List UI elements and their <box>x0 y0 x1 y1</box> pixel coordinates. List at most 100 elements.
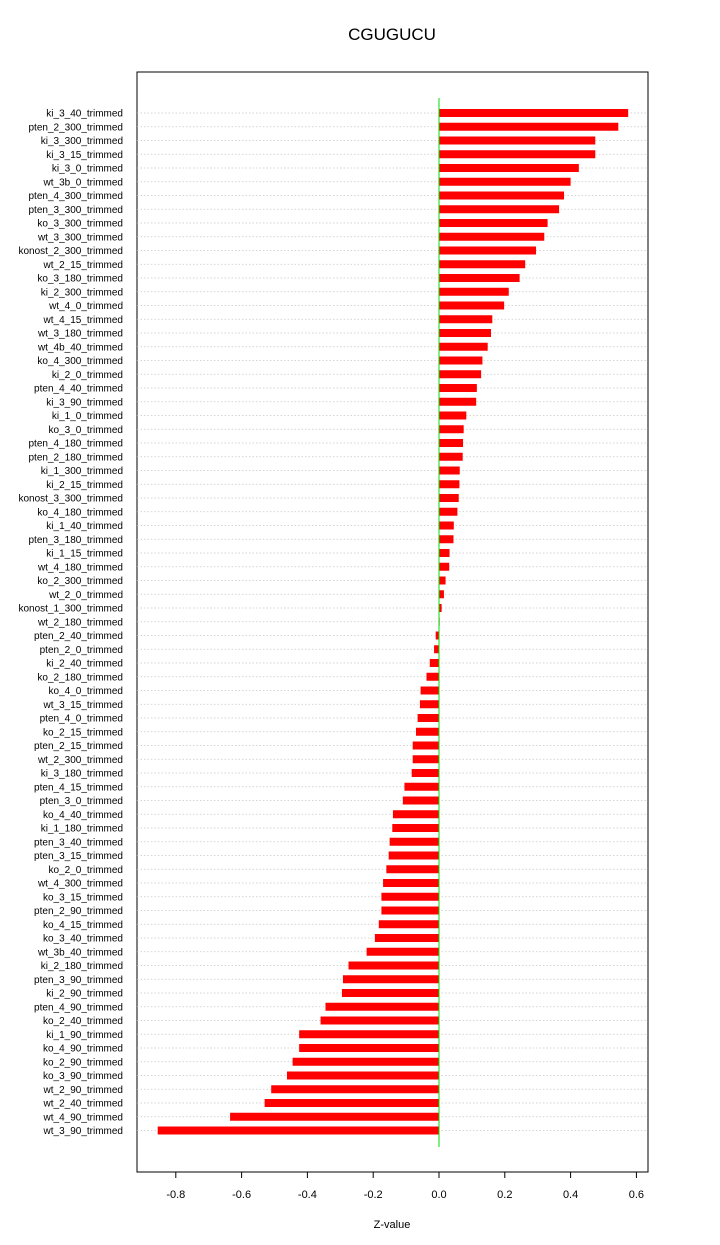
category-label: pten_3_300_trimmed <box>28 205 123 216</box>
category-label: ko_4_40_trimmed <box>43 810 123 821</box>
x-tick-label: -0.2 <box>364 1189 383 1201</box>
category-label: ki_2_90_trimmed <box>46 989 123 1000</box>
category-label: ki_3_0_trimmed <box>52 164 123 175</box>
bar-ko_4_40_trimmed <box>392 810 439 819</box>
category-label: wt_4_15_trimmed <box>43 315 123 326</box>
category-label: wt_2_90_trimmed <box>43 1085 123 1096</box>
category-label: ki_2_180_trimmed <box>41 961 123 972</box>
bar-pten_4_15_trimmed <box>404 782 439 791</box>
category-label: pten_3_90_trimmed <box>34 975 123 986</box>
bar-ki_1_0_trimmed <box>439 411 467 420</box>
bar-ki_2_300_trimmed <box>439 287 509 296</box>
category-label: ki_1_180_trimmed <box>41 824 123 835</box>
bar-ko_4_180_trimmed <box>439 507 458 516</box>
category-label: konost_3_300_trimmed <box>18 494 123 505</box>
category-label: pten_2_0_trimmed <box>40 645 123 656</box>
bar-ko_3_0_trimmed <box>439 425 464 434</box>
bar-ko_4_0_trimmed <box>420 686 439 695</box>
bar-wt_3_180_trimmed <box>439 329 491 337</box>
x-tick-label: 0.4 <box>563 1189 578 1201</box>
category-label: ki_2_40_trimmed <box>46 659 123 670</box>
category-label: ko_4_15_trimmed <box>43 920 123 931</box>
bar-pten_2_0_trimmed <box>434 645 439 654</box>
category-label: pten_2_180_trimmed <box>28 452 123 463</box>
x-tick-label: 0.0 <box>431 1189 446 1201</box>
bar-ki_3_300_trimmed <box>439 136 596 145</box>
bar-pten_4_0_trimmed <box>417 714 439 722</box>
category-label: ki_3_180_trimmed <box>41 769 123 780</box>
category-label: wt_2_40_trimmed <box>43 1099 123 1110</box>
bar-konost_3_300_trimmed <box>439 494 459 502</box>
category-label: ko_3_300_trimmed <box>37 219 123 230</box>
bar-pten_4_300_trimmed <box>439 191 565 200</box>
category-label: ko_4_180_trimmed <box>37 507 123 518</box>
x-axis-label: Z-value <box>374 1219 411 1231</box>
bar-wt_4_15_trimmed <box>439 315 493 324</box>
category-label: wt_2_15_trimmed <box>43 260 123 271</box>
bar-pten_2_300_trimmed <box>439 122 619 131</box>
category-label: pten_2_15_trimmed <box>34 741 123 752</box>
bar-ki_1_180_trimmed <box>392 824 439 832</box>
bar-ko_4_15_trimmed <box>378 920 439 929</box>
bar-konost_2_300_trimmed <box>439 246 537 255</box>
bar-ki_1_40_trimmed <box>439 521 454 530</box>
category-label: wt_2_180_trimmed <box>37 617 123 628</box>
category-label: ki_3_15_trimmed <box>46 150 123 161</box>
bar-pten_4_180_trimmed <box>439 439 464 447</box>
bar-ki_2_0_trimmed <box>439 370 482 379</box>
category-label: ki_3_300_trimmed <box>41 136 123 147</box>
bar-ki_1_90_trimmed <box>299 1030 439 1039</box>
category-label: ki_1_300_trimmed <box>41 466 123 477</box>
category-label: wt_3b_0_trimmed <box>43 177 123 188</box>
category-label: ki_2_300_trimmed <box>41 287 123 298</box>
bar-pten_2_180_trimmed <box>439 452 463 461</box>
category-label: ki_3_40_trimmed <box>46 109 123 120</box>
bar-ki_2_90_trimmed <box>341 989 439 997</box>
bar-wt_2_300_trimmed <box>412 755 439 764</box>
category-label: wt_4_0_trimmed <box>48 301 123 312</box>
category-label: ko_2_90_trimmed <box>43 1057 123 1068</box>
bar-ko_2_15_trimmed <box>415 727 439 736</box>
category-label: ki_1_40_trimmed <box>46 521 123 532</box>
category-label: pten_2_300_trimmed <box>28 122 123 133</box>
x-tick-label: -0.8 <box>166 1189 185 1201</box>
bar-wt_2_90_trimmed <box>271 1085 439 1094</box>
category-label: wt_3_300_trimmed <box>37 232 123 243</box>
category-label: ko_3_15_trimmed <box>43 892 123 903</box>
bar-ki_1_15_trimmed <box>439 549 450 557</box>
bar-ko_2_180_trimmed <box>426 672 439 681</box>
category-label: ko_4_300_trimmed <box>37 356 123 367</box>
bar-wt_3_90_trimmed <box>157 1126 439 1135</box>
bar-pten_3_90_trimmed <box>342 975 439 984</box>
category-label: wt_4b_40_trimmed <box>37 342 123 353</box>
category-label: pten_4_180_trimmed <box>28 439 123 450</box>
bar-wt_4_180_trimmed <box>439 562 450 571</box>
bar-ki_3_15_trimmed <box>439 150 596 159</box>
bar-wt_3_15_trimmed <box>419 700 439 709</box>
bar-pten_3_180_trimmed <box>439 535 454 544</box>
x-tick-label: -0.4 <box>298 1189 317 1201</box>
category-label: ko_2_0_trimmed <box>49 865 123 876</box>
category-label: ko_4_90_trimmed <box>43 1044 123 1055</box>
bar-pten_4_90_trimmed <box>325 1002 439 1011</box>
bar-wt_3b_40_trimmed <box>366 947 439 956</box>
category-label: ki_1_15_trimmed <box>46 549 123 560</box>
category-label: wt_3_15_trimmed <box>43 700 123 711</box>
category-label: pten_3_15_trimmed <box>34 851 123 862</box>
category-label: ko_2_15_trimmed <box>43 727 123 738</box>
bar-wt_2_15_trimmed <box>439 260 526 269</box>
bar-wt_4_90_trimmed <box>230 1112 439 1121</box>
category-label: ki_1_90_trimmed <box>46 1030 123 1041</box>
category-label: wt_4_300_trimmed <box>37 879 123 890</box>
bar-ko_2_90_trimmed <box>292 1057 439 1066</box>
category-label: wt_3_90_trimmed <box>43 1126 123 1137</box>
bars <box>157 109 629 1135</box>
bar-ki_3_0_trimmed <box>439 164 579 172</box>
bar-pten_3_15_trimmed <box>388 851 439 860</box>
bar-wt_3b_0_trimmed <box>439 177 571 186</box>
bar-ko_4_90_trimmed <box>299 1044 439 1052</box>
x-axis: -0.8 -0.6 -0.4 -0.2 0.0 0.2 0.4 0.6 <box>166 1171 644 1201</box>
category-label: wt_2_300_trimmed <box>37 755 123 766</box>
bar-pten_3_0_trimmed <box>402 796 439 805</box>
